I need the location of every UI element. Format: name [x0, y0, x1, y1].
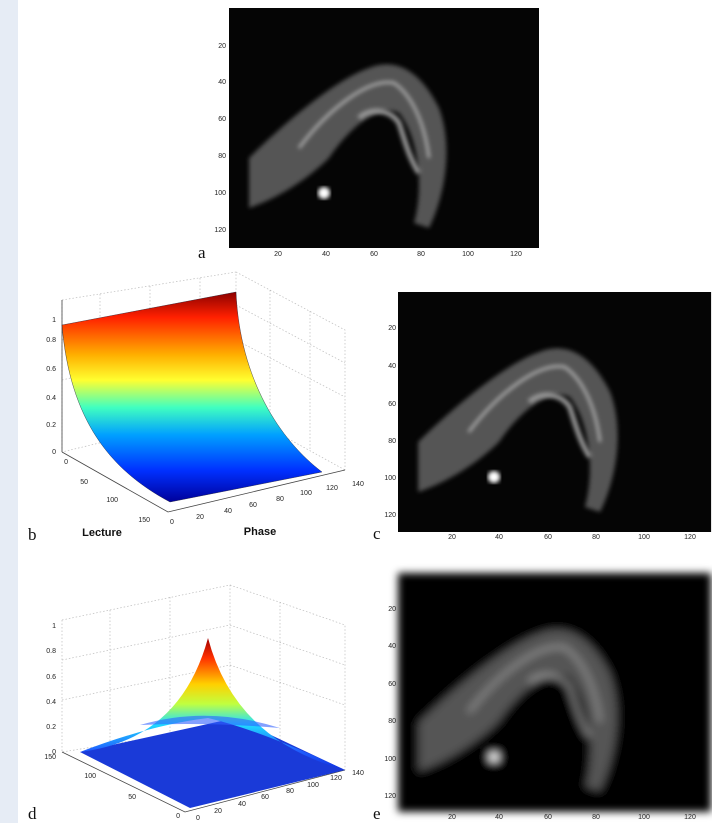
tick-label: 20 [448, 534, 456, 541]
tick-label: 0.4 [46, 699, 56, 706]
tick-label: 40 [218, 79, 226, 86]
surface-plot [61, 584, 346, 813]
surface-plot [61, 271, 346, 513]
tick-label: 120 [214, 227, 226, 234]
tick-label: 100 [462, 251, 474, 258]
tick-label: 150 [138, 517, 150, 524]
tick-label: 0.8 [46, 337, 56, 344]
tick-label: 40 [495, 534, 503, 541]
tick-label: 0.2 [46, 422, 56, 429]
tick-label: 120 [384, 512, 396, 519]
tick-label: 50 [128, 794, 136, 801]
panel-label: c [373, 524, 381, 543]
panel-label: d [28, 804, 37, 823]
panel-label: a [198, 243, 206, 262]
tick-label: 20 [274, 251, 282, 258]
side-strip [0, 0, 18, 823]
tick-label: 120 [330, 775, 342, 782]
tick-label: 80 [388, 718, 396, 725]
tick-label: 1 [52, 623, 56, 630]
panel-label: e [373, 804, 381, 823]
tick-label: 0.6 [46, 366, 56, 373]
tick-label: 100 [638, 814, 650, 821]
axis-label: Lecture [82, 527, 122, 539]
tick-label: 0 [176, 813, 180, 820]
tick-label: 100 [307, 782, 319, 789]
tick-label: 100 [638, 534, 650, 541]
tick-label: 20 [196, 514, 204, 521]
tick-label: 20 [214, 808, 222, 815]
tick-label: 100 [214, 190, 226, 197]
tick-label: 80 [417, 251, 425, 258]
tick-label: 20 [388, 325, 396, 332]
tick-label: 80 [592, 534, 600, 541]
panel-label: b [28, 525, 37, 544]
mri-image [398, 573, 711, 812]
tick-label: 100 [384, 756, 396, 763]
tick-label: 60 [218, 116, 226, 123]
tick-label: 40 [495, 814, 503, 821]
tick-label: 0.4 [46, 395, 56, 402]
tick-label: 0.2 [46, 724, 56, 731]
axis-label: Phase [244, 526, 276, 538]
tick-label: 0.6 [46, 674, 56, 681]
tick-label: 50 [80, 479, 88, 486]
tick-label: 60 [388, 681, 396, 688]
tick-label: 60 [370, 251, 378, 258]
tick-label: 40 [322, 251, 330, 258]
tick-label: 20 [448, 814, 456, 821]
mri-image [398, 292, 711, 532]
tick-label: 0 [170, 519, 174, 526]
tick-label: 20 [388, 606, 396, 613]
tick-label: 100 [384, 475, 396, 482]
mri-image [229, 8, 539, 248]
tick-label: 40 [388, 363, 396, 370]
tick-label: 80 [388, 438, 396, 445]
tick-label: 120 [684, 534, 696, 541]
tick-label: 80 [276, 496, 284, 503]
tick-label: 120 [326, 485, 338, 492]
tick-label: 0 [64, 459, 68, 466]
tick-label: 80 [592, 814, 600, 821]
tick-label: 1 [52, 317, 56, 324]
tick-label: 120 [384, 793, 396, 800]
tick-label: 100 [106, 497, 118, 504]
tick-label: 60 [544, 534, 552, 541]
tick-label: 100 [84, 773, 96, 780]
tick-label: 60 [388, 401, 396, 408]
tick-label: 150 [44, 754, 56, 761]
tick-label: 40 [388, 643, 396, 650]
tick-label: 60 [261, 794, 269, 801]
tick-label: 40 [224, 508, 232, 515]
tick-label: 80 [286, 788, 294, 795]
tick-label: 0 [52, 449, 56, 456]
tick-label: 80 [218, 153, 226, 160]
tick-label: 60 [544, 814, 552, 821]
tick-label: 0 [196, 815, 200, 822]
tick-label: 0 [52, 749, 56, 756]
tick-label: 140 [352, 481, 364, 488]
tick-label: 140 [352, 770, 364, 777]
tick-label: 0.8 [46, 648, 56, 655]
tick-label: 100 [300, 490, 312, 497]
tick-label: 40 [238, 801, 246, 808]
tick-label: 120 [510, 251, 522, 258]
tick-label: 20 [218, 43, 226, 50]
tick-label: 60 [249, 502, 257, 509]
tick-label: 120 [684, 814, 696, 821]
